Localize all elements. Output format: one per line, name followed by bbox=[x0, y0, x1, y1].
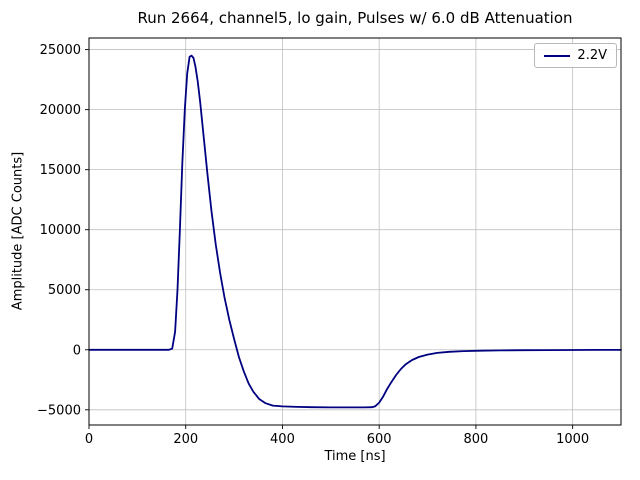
x-tick-label: 800 bbox=[463, 432, 488, 447]
series-line-2.2V bbox=[88, 54, 622, 409]
x-tick-label: 1000 bbox=[556, 432, 589, 447]
y-tick-label: 0 bbox=[73, 343, 81, 358]
y-tick-label: 15000 bbox=[40, 163, 81, 178]
x-tick-label: 0 bbox=[85, 432, 93, 447]
y-tick-label: 20000 bbox=[40, 103, 81, 118]
x-axis-label: Time [ns] bbox=[324, 449, 386, 464]
y-tick-label: 10000 bbox=[40, 223, 81, 238]
legend-label: 2.2V bbox=[577, 48, 607, 63]
y-tick-label: 25000 bbox=[40, 43, 81, 58]
y-tick-label: 5000 bbox=[48, 283, 81, 298]
axes-border bbox=[88, 37, 622, 426]
x-tick-label: 400 bbox=[270, 432, 295, 447]
x-tick-label: 200 bbox=[173, 432, 198, 447]
x-tick-label: 600 bbox=[367, 432, 392, 447]
legend: 2.2V bbox=[534, 43, 617, 68]
legend-line-sample bbox=[544, 54, 571, 57]
y-tick-label: −5000 bbox=[37, 403, 81, 418]
chart-title: Run 2664, channel5, lo gain, Pulses w/ 6… bbox=[137, 9, 573, 27]
